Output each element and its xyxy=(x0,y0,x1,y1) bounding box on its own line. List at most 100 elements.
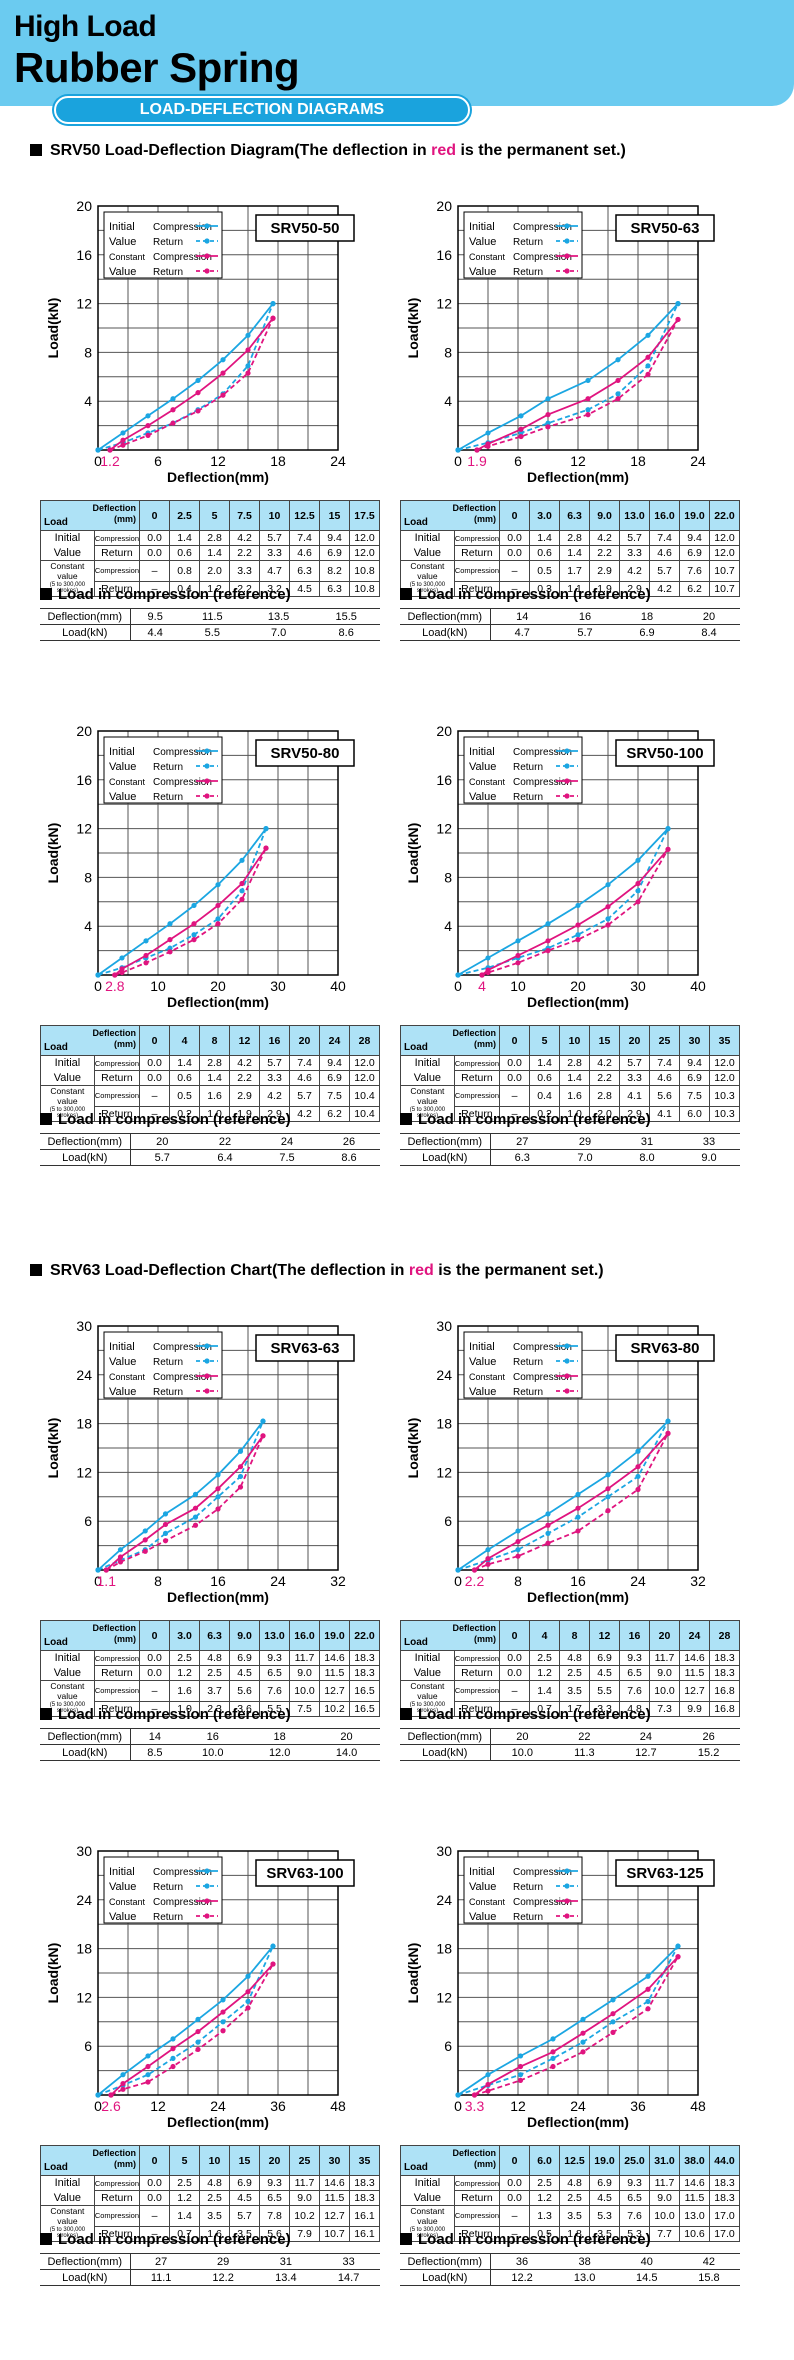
data-point xyxy=(220,370,226,376)
series-constant-compression xyxy=(481,848,669,976)
legend-label-group: Initial xyxy=(469,1341,495,1353)
data-point xyxy=(215,1486,221,1492)
model-name: SRV50-63 xyxy=(631,220,700,237)
y-tick-label: 24 xyxy=(76,1367,92,1383)
table-value-cell: 0.0 xyxy=(499,1665,530,1681)
data-point xyxy=(485,1556,491,1562)
table-value-cell: – xyxy=(139,1680,170,1702)
data-point xyxy=(635,857,641,863)
table-header-cell: 38.0 xyxy=(679,2145,710,2176)
table-header-cell: 10 xyxy=(259,500,290,531)
table-row: (5 to 300,000 strokes) Return –0.2 1.0 2.0 2.… xyxy=(400,1105,740,1122)
reference-value-cell: 4.4 xyxy=(130,624,180,641)
data-point xyxy=(95,972,101,978)
data-point xyxy=(220,1997,226,2003)
table-row-kind: Compression xyxy=(93,2175,141,2191)
table-header-cell: 5 xyxy=(199,500,230,531)
reference-value-cell: 40 xyxy=(615,2253,678,2270)
table-value-cell: 17.0 xyxy=(709,2225,740,2242)
table-value-cell: 11.7 xyxy=(289,2175,320,2191)
x-tick-label: 8 xyxy=(514,1573,522,1589)
reference-value-cell: 6.3 xyxy=(490,1149,555,1166)
data-point xyxy=(610,1997,616,2003)
table-value-cell: 1.4 xyxy=(169,530,200,546)
model-badge xyxy=(255,1859,355,1887)
table-header-row: Deflection (mm) Load 0 3.0 6.3 9.0 13.0 16.0 19.0… xyxy=(40,1620,380,1651)
table-value-cell: – xyxy=(139,1085,170,1107)
data-point xyxy=(145,2079,151,2085)
table-header-cell: 15 xyxy=(319,500,350,531)
corner-deflection-label: Deflection xyxy=(452,1623,496,1633)
table-value-cell: 1.2 xyxy=(529,1665,560,1681)
reference-load-table: Deflection(mm) 14 16 18 20 Load(kN) 8.5 10.0 12.… xyxy=(40,1728,380,1761)
table-row-kind: Return xyxy=(93,1070,141,1086)
table-value-cell: 18.3 xyxy=(709,1650,740,1666)
legend-label-group: Initial xyxy=(109,1866,135,1878)
reference-value-cell: 7.0 xyxy=(244,624,313,641)
table-header-cell: 0 xyxy=(499,1025,530,1056)
reference-row-deflection: Deflection(mm) 36 38 40 42 xyxy=(400,2253,740,2270)
table-value-cell: 12.7 xyxy=(319,2205,350,2227)
x-tick-label: 24 xyxy=(270,1573,286,1589)
legend-label-group: Initial xyxy=(469,746,495,758)
data-point xyxy=(485,969,491,976)
reference-row-label: Deflection(mm) xyxy=(40,1133,131,1150)
legend-label-kind: Compression xyxy=(153,1342,212,1353)
data-point xyxy=(615,391,621,397)
data-point xyxy=(142,1528,148,1534)
data-point xyxy=(545,1511,551,1517)
table-value-cell: 7.4 xyxy=(649,1055,680,1071)
table-corner-cell: Deflection (mm) Load xyxy=(400,500,500,531)
data-point xyxy=(215,1506,221,1512)
legend-label-group: Value xyxy=(469,236,496,248)
data-point xyxy=(95,2092,101,2098)
x-tick-label: 20 xyxy=(570,978,586,994)
table-row: Initial Compression 0.0 1.4 2.8 4.2 5.7 7.4 9.4 1… xyxy=(40,1055,380,1071)
chart-legend: Initial Compression Value Return Constant Com… xyxy=(103,736,223,804)
y-axis-label: Load(kN) xyxy=(45,823,61,884)
x-tick-label: 40 xyxy=(690,978,706,994)
data-point xyxy=(645,1986,651,1992)
table-row: Initial Compression 0.0 1.4 2.8 4.2 5.7 7.4 9.4 1… xyxy=(40,530,380,546)
data-point xyxy=(675,316,681,323)
y-tick-label: 12 xyxy=(436,821,452,837)
corner-mm-label: (mm) xyxy=(474,514,496,524)
table-row: Value Return 0.0 1.2 2.5 4.5 6.5 9.0 11.5 18.3 xyxy=(40,1665,380,1681)
x-tick-label: 36 xyxy=(630,2098,646,2114)
table-value-cell: 10.0 xyxy=(649,2205,680,2227)
table-value-cell: 0.4 xyxy=(169,580,200,597)
data-point xyxy=(474,447,480,453)
table-header-cell: 2.5 xyxy=(169,500,200,531)
series-initial-return xyxy=(457,1420,669,1571)
table-row: Value Return 0.0 0.6 1.4 2.2 3.3 4.6 6.9 12.0 xyxy=(400,545,740,561)
reference-caption-text: Load in compression (reference) xyxy=(58,1706,291,1723)
table-row-kind: Compression xyxy=(453,1085,501,1107)
reference-value-cell: 20 xyxy=(490,1728,555,1745)
table-value-cell: 2.5 xyxy=(169,2175,200,2191)
table-value-cell: 2.0 xyxy=(589,1105,620,1122)
table-row-label: Constant value xyxy=(40,1680,95,1701)
table-header-cell: 10 xyxy=(559,1025,590,1056)
corner-deflection-label: Deflection xyxy=(92,1028,136,1038)
x-tick-label: 12 xyxy=(570,453,586,469)
legend-label-kind: Compression xyxy=(513,252,572,263)
table-row-label: Constant value xyxy=(400,1680,455,1701)
corner-deflection-label: Deflection xyxy=(92,503,136,513)
reference-caption: Load in compression (reference) xyxy=(40,2231,291,2248)
table-row-kind: Compression xyxy=(93,560,141,582)
table-row: Initial Compression 0.0 2.5 4.8 6.9 9.3 11.7 14.… xyxy=(400,1650,740,1666)
table-value-cell: 12.7 xyxy=(679,1680,710,1702)
table-header-cell: 24 xyxy=(679,1620,710,1651)
legend-label-group: Value xyxy=(469,1386,496,1398)
legend-swatch-dot xyxy=(564,1913,570,1919)
data-point xyxy=(665,826,671,832)
data-point xyxy=(120,442,126,448)
legend-label-group: Value xyxy=(109,1386,136,1398)
table-row-label: Constant value xyxy=(400,2205,455,2226)
table-header-cell: 17.5 xyxy=(349,500,380,531)
square-bullet-icon xyxy=(400,588,412,600)
data-point xyxy=(517,2063,524,2070)
table-value-cell: 12.0 xyxy=(709,1055,740,1071)
table-row-kind: Compression xyxy=(453,1055,501,1071)
data-point xyxy=(143,938,149,944)
